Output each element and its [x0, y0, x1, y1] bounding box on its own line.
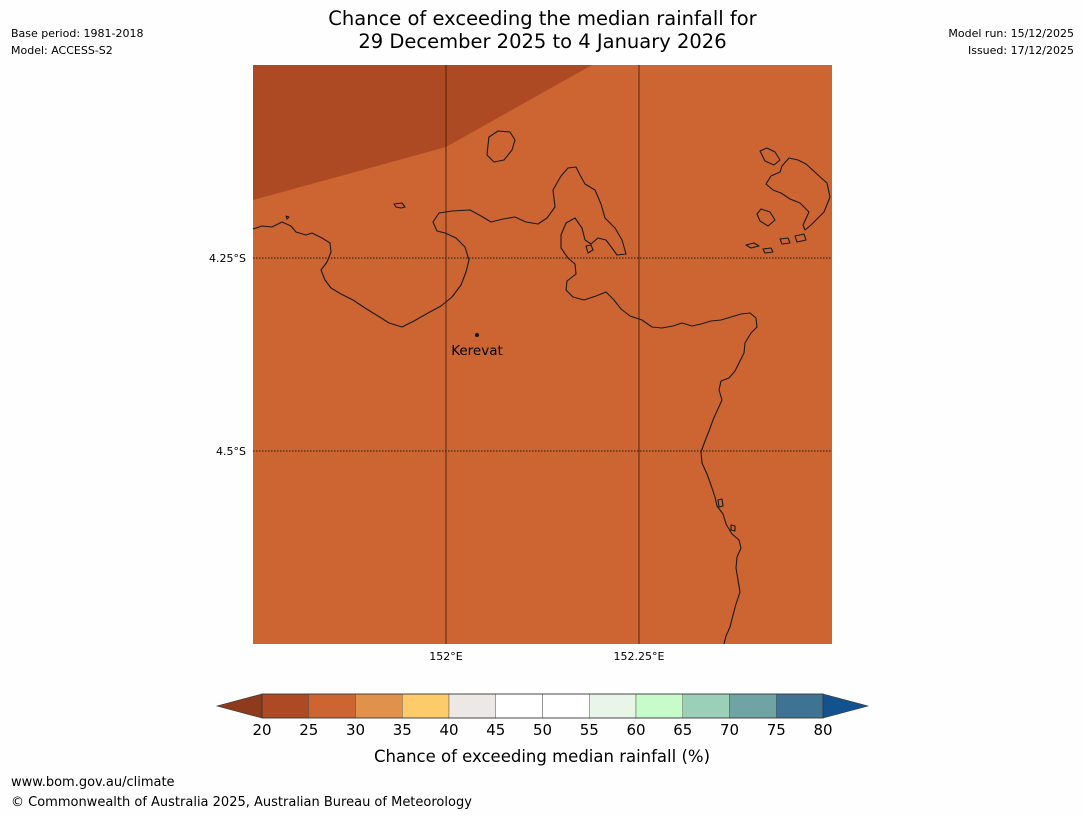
colorbar-tick-label: 45: [486, 721, 505, 739]
coastline-islet-small: [393, 202, 406, 209]
map-panel[interactable]: Kerevat: [252, 65, 832, 645]
colorbar-segment: [635, 693, 683, 719]
coastline-islet-east-5: [779, 237, 791, 245]
chart-title: Chance of exceeding the median rainfall …: [0, 7, 1085, 53]
colorbar-segment: [261, 693, 309, 719]
colorbar-tick-label: 80: [813, 721, 832, 739]
coastline-islet-inlet: [585, 244, 594, 254]
map-fill-corner: [253, 65, 592, 200]
colorbar-tick-label: 20: [252, 721, 271, 739]
colorbar-label: Chance of exceeding median rainfall (%): [374, 747, 710, 766]
title-line-2: 29 December 2025 to 4 January 2026: [358, 30, 727, 53]
footer-url[interactable]: www.bom.gov.au/climate: [11, 775, 175, 790]
colorbar-segment: [448, 693, 496, 719]
meta-right: Model run: 15/12/2025 Issued: 17/12/2025: [948, 25, 1074, 59]
colorbar-tick-label: 75: [767, 721, 786, 739]
kerevat-marker[interactable]: [475, 333, 479, 337]
coastline-islet-east-1: [759, 147, 781, 166]
colorbar-segment: [355, 693, 403, 719]
kerevat-label: Kerevat: [451, 343, 503, 359]
coastline-islet-east-8: [730, 524, 736, 532]
colorbar-segment: [542, 693, 590, 719]
colorbar-segment: [776, 693, 824, 719]
lat-label-4-25s: 4.25°S: [209, 252, 246, 265]
title-line-1: Chance of exceeding the median rainfall …: [328, 7, 757, 30]
coastline-islet-dot: [285, 215, 290, 220]
coastline-islands-east: [765, 157, 831, 231]
colorbar-tick-label: 30: [346, 721, 365, 739]
colorbar-tick-label: 65: [673, 721, 692, 739]
colorbar-segment: [682, 693, 730, 719]
coastline-islet-east-4: [762, 247, 774, 254]
colorbar-segment: [495, 693, 543, 719]
issued-date: Issued: 17/12/2025: [967, 44, 1074, 57]
colorbar-tick-label: 50: [533, 721, 552, 739]
colorbar-tick-label: 70: [720, 721, 739, 739]
model-run: Model run: 15/12/2025: [948, 27, 1074, 40]
meta-left: Base period: 1981-2018 Model: ACCESS-S2: [11, 25, 143, 59]
colorbar-tick-label: 25: [299, 721, 318, 739]
footer-copyright: © Commonwealth of Australia 2025, Austra…: [11, 795, 472, 810]
colorbar-tick-label: 40: [439, 721, 458, 739]
model-name: Model: ACCESS-S2: [11, 44, 113, 57]
coastline-main: [252, 166, 758, 645]
colorbar-segment: [308, 693, 356, 719]
colorbar-segment: [402, 693, 450, 719]
colorbar-tick-label: 60: [626, 721, 645, 739]
coastline-island-north: [486, 130, 516, 163]
coastline-islet-east-7: [717, 498, 724, 508]
colorbar-over-arrow: [822, 693, 870, 719]
colorbar-frame: [261, 693, 824, 719]
colorbar-tick-label: 35: [393, 721, 412, 739]
colorbar-under-arrow: [215, 693, 263, 719]
colorbar-tick-label: 55: [580, 721, 599, 739]
colorbar: 20 25 30 35 40 45 50 55 60 65 70 75 80 Chance of exc…: [215, 693, 870, 766]
base-period: Base period: 1981-2018: [11, 27, 144, 40]
colorbar-segment: [589, 693, 637, 719]
coastline-islet-east-2: [756, 208, 776, 227]
lon-label-152-25e: 152.25°E: [614, 650, 665, 663]
coastline-islet-east-6: [794, 233, 807, 243]
lat-label-4-5s: 4.5°S: [216, 445, 246, 458]
coastline-islet-east-3: [745, 242, 760, 249]
lon-label-152e: 152°E: [429, 650, 462, 663]
colorbar-segment: [729, 693, 777, 719]
